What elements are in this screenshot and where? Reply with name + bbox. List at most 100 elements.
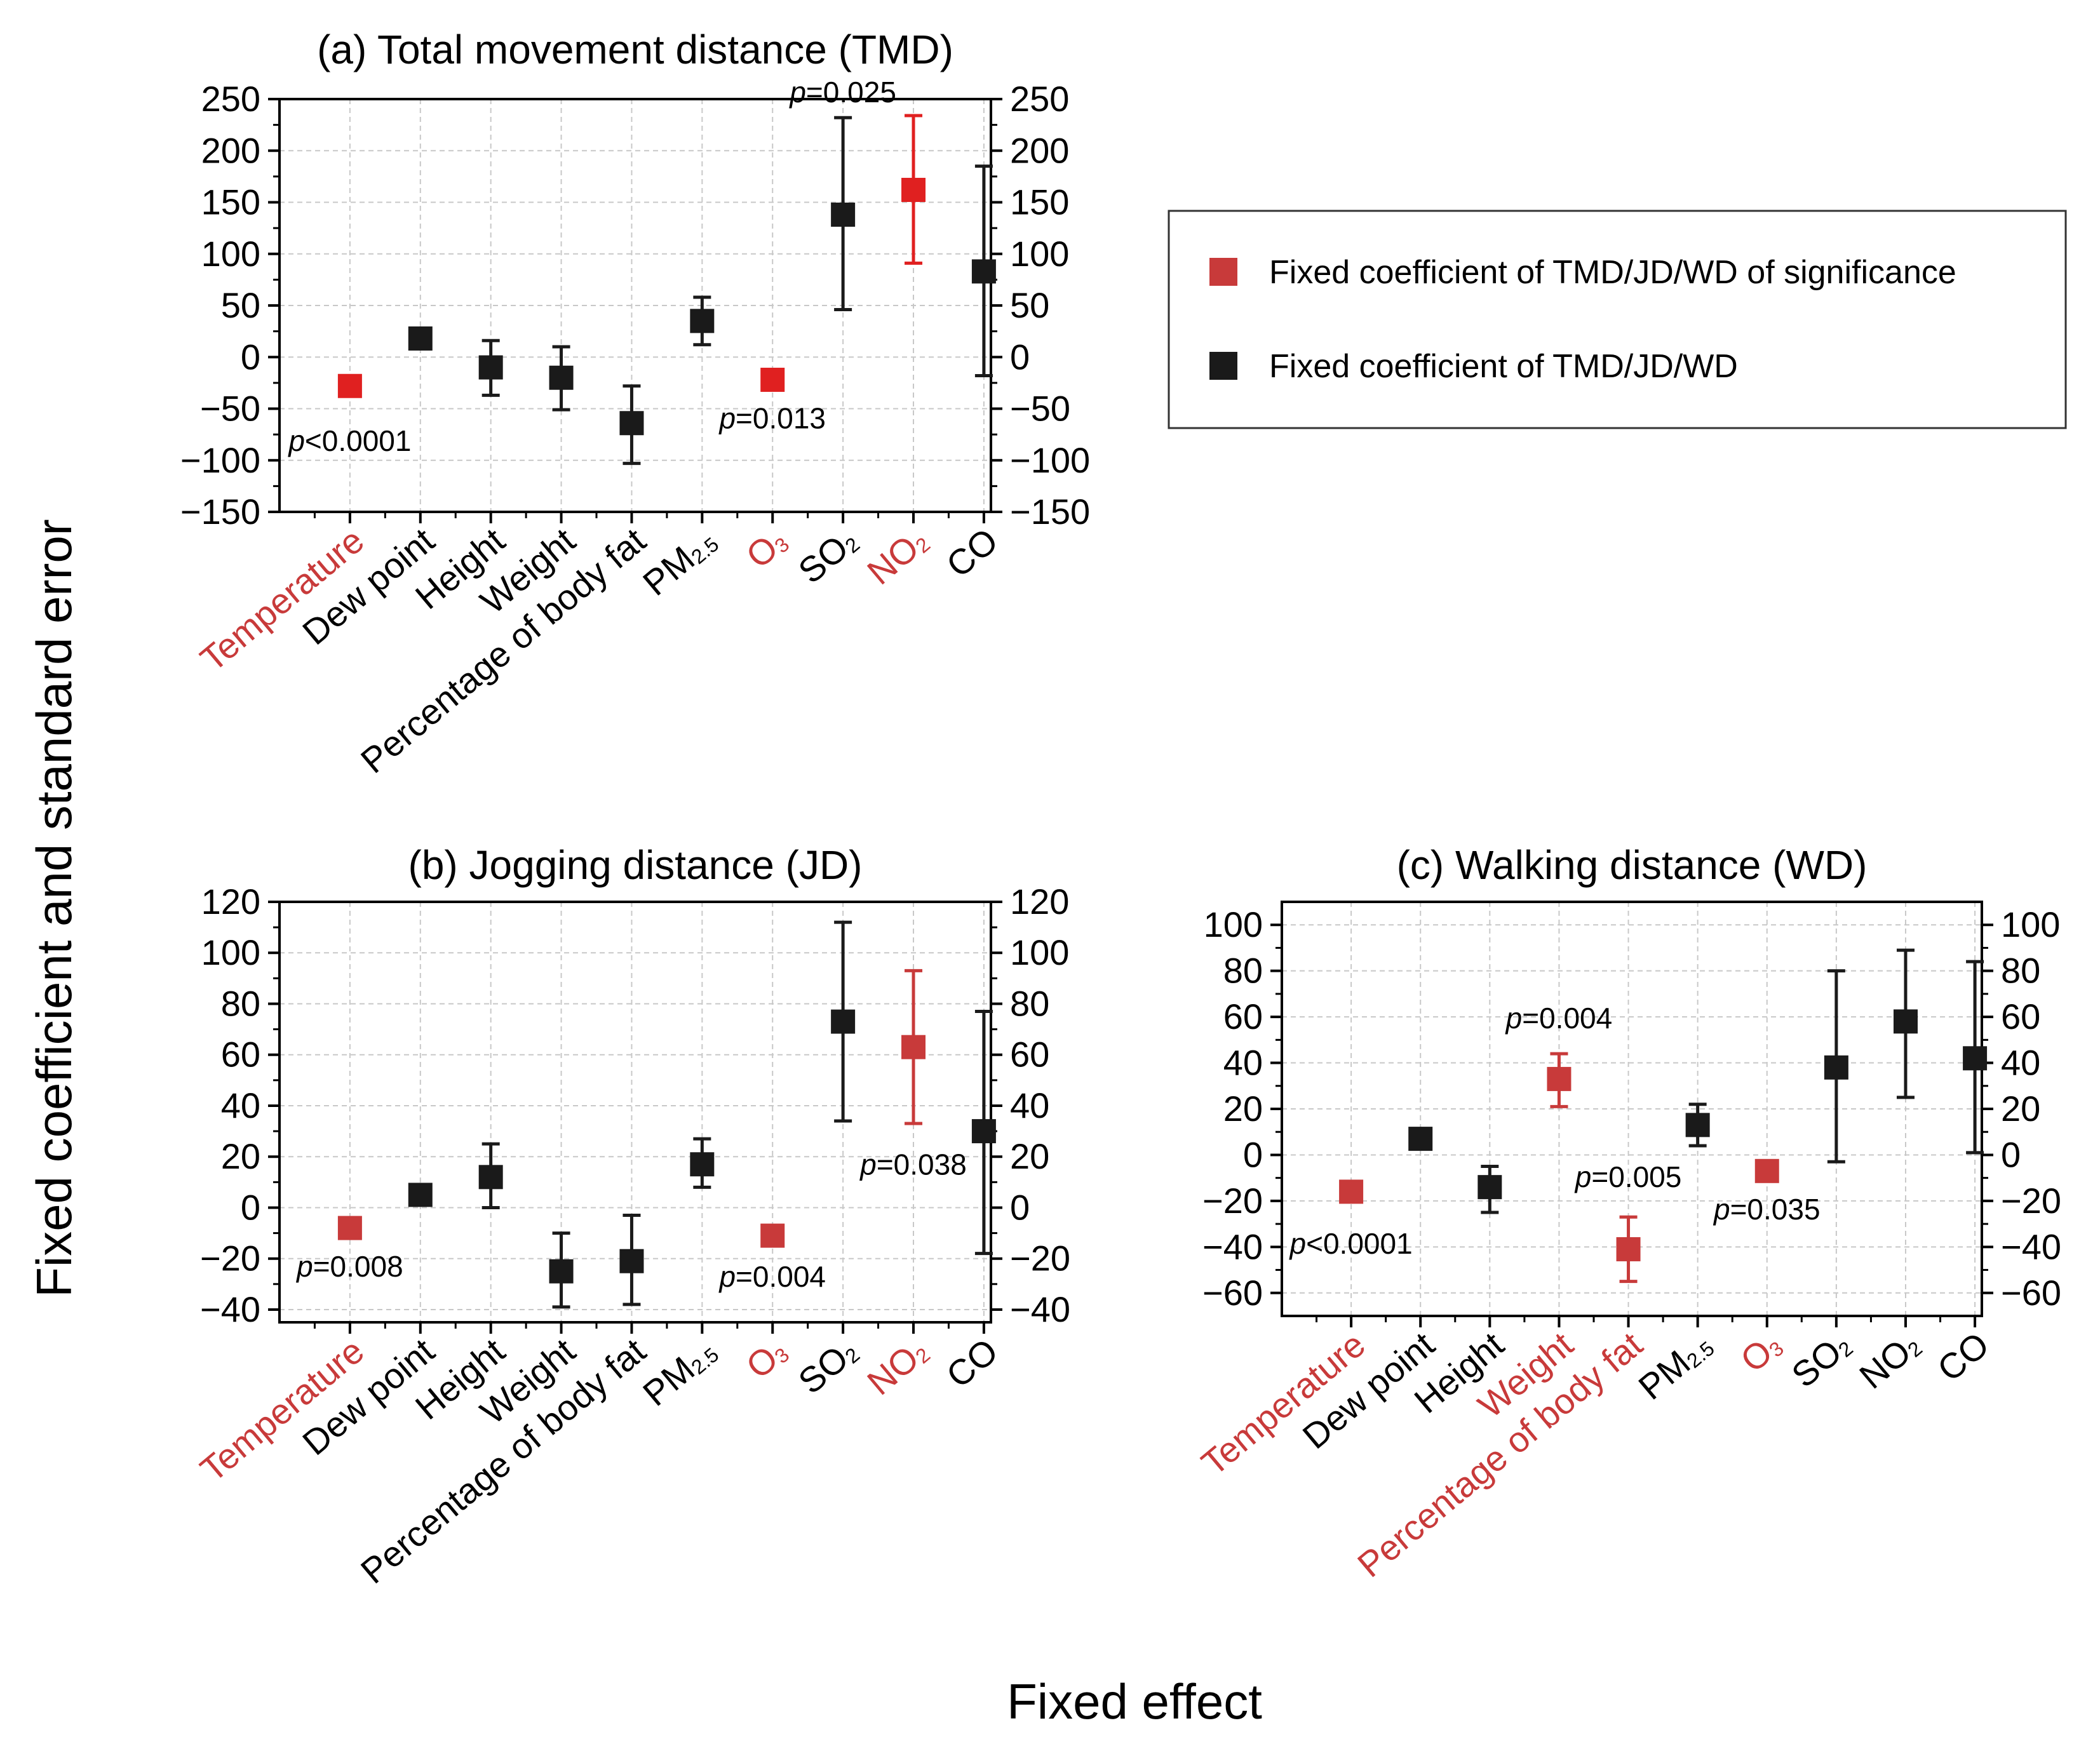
panel-a-tmd: (a) Total movement distance (TMD) −150 −15… bbox=[180, 27, 1090, 781]
category-label: SO2 bbox=[791, 1331, 865, 1402]
data-point bbox=[408, 1183, 433, 1207]
legend-label-normal: Fixed coefficient of TMD/JD/WD bbox=[1269, 348, 1738, 385]
y-tick-label-left: 100 bbox=[1204, 904, 1263, 944]
data-point bbox=[901, 1035, 926, 1059]
y-tick-label-left: 150 bbox=[201, 182, 260, 222]
y-tick-label-left: 40 bbox=[1223, 1043, 1263, 1083]
y-tick-label-right: 80 bbox=[1010, 983, 1049, 1023]
category-label-subscript: 3 bbox=[771, 1343, 794, 1368]
category-label: PM2.5 bbox=[635, 1331, 724, 1414]
y-tick-label-right: −40 bbox=[1010, 1289, 1070, 1329]
category-label-subscript: 2 bbox=[1903, 1337, 1927, 1362]
data-point bbox=[1408, 1127, 1433, 1151]
y-tick-label-left: −40 bbox=[200, 1289, 260, 1329]
x-axis-title: Fixed effect bbox=[1007, 1674, 1262, 1729]
data-point bbox=[831, 1009, 856, 1034]
y-tick-label-left: 250 bbox=[201, 79, 260, 119]
data-point bbox=[831, 203, 856, 227]
category-label-subscript: 2.5 bbox=[687, 1343, 723, 1379]
p-symbol: p bbox=[1505, 1002, 1523, 1035]
panel-c-wd: (c) Walking distance (WD) −60 −60 −40 −40 −20… bbox=[1194, 842, 2061, 1585]
p-value: <0.0001 bbox=[1306, 1227, 1413, 1260]
p-value: =0.008 bbox=[313, 1250, 403, 1283]
data-point bbox=[971, 259, 996, 284]
data-point bbox=[901, 178, 926, 202]
y-axis-title: Fixed coefficient and standard error bbox=[26, 519, 82, 1298]
legend-frame bbox=[1168, 210, 2067, 429]
category-label-subscript: 2 bbox=[840, 1343, 864, 1368]
data-point bbox=[478, 1165, 503, 1190]
y-tick-label-left: 80 bbox=[221, 983, 260, 1023]
category-label-subscript: 2 bbox=[911, 1343, 934, 1368]
category-label: NO2 bbox=[859, 1331, 934, 1403]
chart-title: (b) Jogging distance (JD) bbox=[408, 842, 863, 888]
p-value-annotation: p=0.035 bbox=[1713, 1193, 1821, 1226]
data-point bbox=[549, 365, 574, 390]
y-tick-label-right: 50 bbox=[1010, 285, 1049, 325]
y-tick-label-right: 60 bbox=[2001, 996, 2040, 1036]
category-label: SO2 bbox=[1784, 1324, 1857, 1395]
data-point bbox=[337, 1216, 362, 1240]
y-tick-label-left: 0 bbox=[1243, 1134, 1263, 1174]
y-tick-label-right: −20 bbox=[1010, 1238, 1070, 1278]
p-value-annotation: p=0.004 bbox=[718, 1260, 826, 1293]
category-label-subscript: 2 bbox=[1834, 1337, 1857, 1362]
category-label-subscript: 2.5 bbox=[687, 533, 723, 568]
y-tick-label-left: 20 bbox=[1223, 1089, 1263, 1129]
y-tick-label-right: −100 bbox=[1010, 440, 1090, 480]
y-tick-label-left: −100 bbox=[180, 440, 260, 480]
y-tick-label-right: 40 bbox=[1010, 1085, 1049, 1125]
p-symbol: p bbox=[859, 1148, 877, 1181]
data-point bbox=[971, 1119, 996, 1144]
data-point bbox=[690, 1152, 715, 1177]
y-tick-label-left: 40 bbox=[221, 1085, 260, 1125]
y-tick-label-left: 20 bbox=[221, 1136, 260, 1176]
y-tick-label-right: 20 bbox=[2001, 1089, 2040, 1129]
data-point bbox=[408, 326, 433, 351]
category-label: O3 bbox=[738, 520, 793, 576]
y-tick-label-left: −40 bbox=[1202, 1226, 1263, 1266]
data-point bbox=[619, 1249, 644, 1273]
p-value-annotation: p=0.008 bbox=[295, 1250, 403, 1283]
y-tick-label-left: −20 bbox=[200, 1238, 260, 1278]
p-value-annotation: p=0.005 bbox=[1574, 1160, 1682, 1193]
data-point bbox=[760, 368, 785, 392]
data-point bbox=[1616, 1237, 1641, 1261]
p-value-annotation: p=0.025 bbox=[788, 76, 896, 109]
category-label: CO bbox=[939, 520, 1006, 585]
y-tick-label-right: 40 bbox=[2001, 1043, 2040, 1083]
p-value: =0.038 bbox=[877, 1148, 967, 1181]
y-tick-label-left: 100 bbox=[201, 932, 260, 972]
p-symbol: p bbox=[287, 424, 305, 457]
data-point bbox=[690, 309, 715, 333]
data-point bbox=[337, 373, 362, 398]
legend-swatch-normal bbox=[1209, 352, 1237, 380]
p-symbol: p bbox=[1574, 1160, 1592, 1193]
p-symbol: p bbox=[1289, 1227, 1307, 1260]
p-symbol: p bbox=[718, 1260, 736, 1293]
legend-swatch-significant bbox=[1209, 258, 1237, 286]
data-point bbox=[1893, 1009, 1918, 1034]
p-value-annotation: p=0.038 bbox=[859, 1148, 967, 1181]
panel-b-jd: (b) Jogging distance (JD) −40 −40 −20 −20 0 0 2… bbox=[192, 842, 1070, 1591]
y-tick-label-right: 80 bbox=[2001, 951, 2040, 991]
p-value-annotation: p<0.0001 bbox=[1289, 1227, 1413, 1260]
y-tick-label-right: 0 bbox=[1010, 337, 1030, 377]
legend-box: Fixed coefficient of TMD/JD/WD of signif… bbox=[1168, 210, 2067, 429]
y-tick-label-right: −40 bbox=[2001, 1226, 2061, 1266]
y-tick-label-left: −60 bbox=[1202, 1273, 1263, 1313]
y-tick-label-left: 100 bbox=[201, 234, 260, 274]
p-value: <0.0001 bbox=[305, 424, 412, 457]
category-label: PM2.5 bbox=[635, 520, 724, 603]
y-tick-label-right: −60 bbox=[2001, 1273, 2061, 1313]
data-point bbox=[760, 1223, 785, 1248]
y-tick-label-left: 0 bbox=[241, 337, 260, 377]
category-label-subscript: 2 bbox=[911, 533, 934, 558]
p-value-annotation: p<0.0001 bbox=[287, 424, 411, 457]
data-point bbox=[1824, 1055, 1848, 1080]
data-point bbox=[478, 355, 503, 380]
p-value-annotation: p=0.013 bbox=[718, 401, 826, 434]
category-label-subscript: 3 bbox=[771, 533, 794, 558]
y-tick-label-left: 60 bbox=[1223, 996, 1263, 1036]
